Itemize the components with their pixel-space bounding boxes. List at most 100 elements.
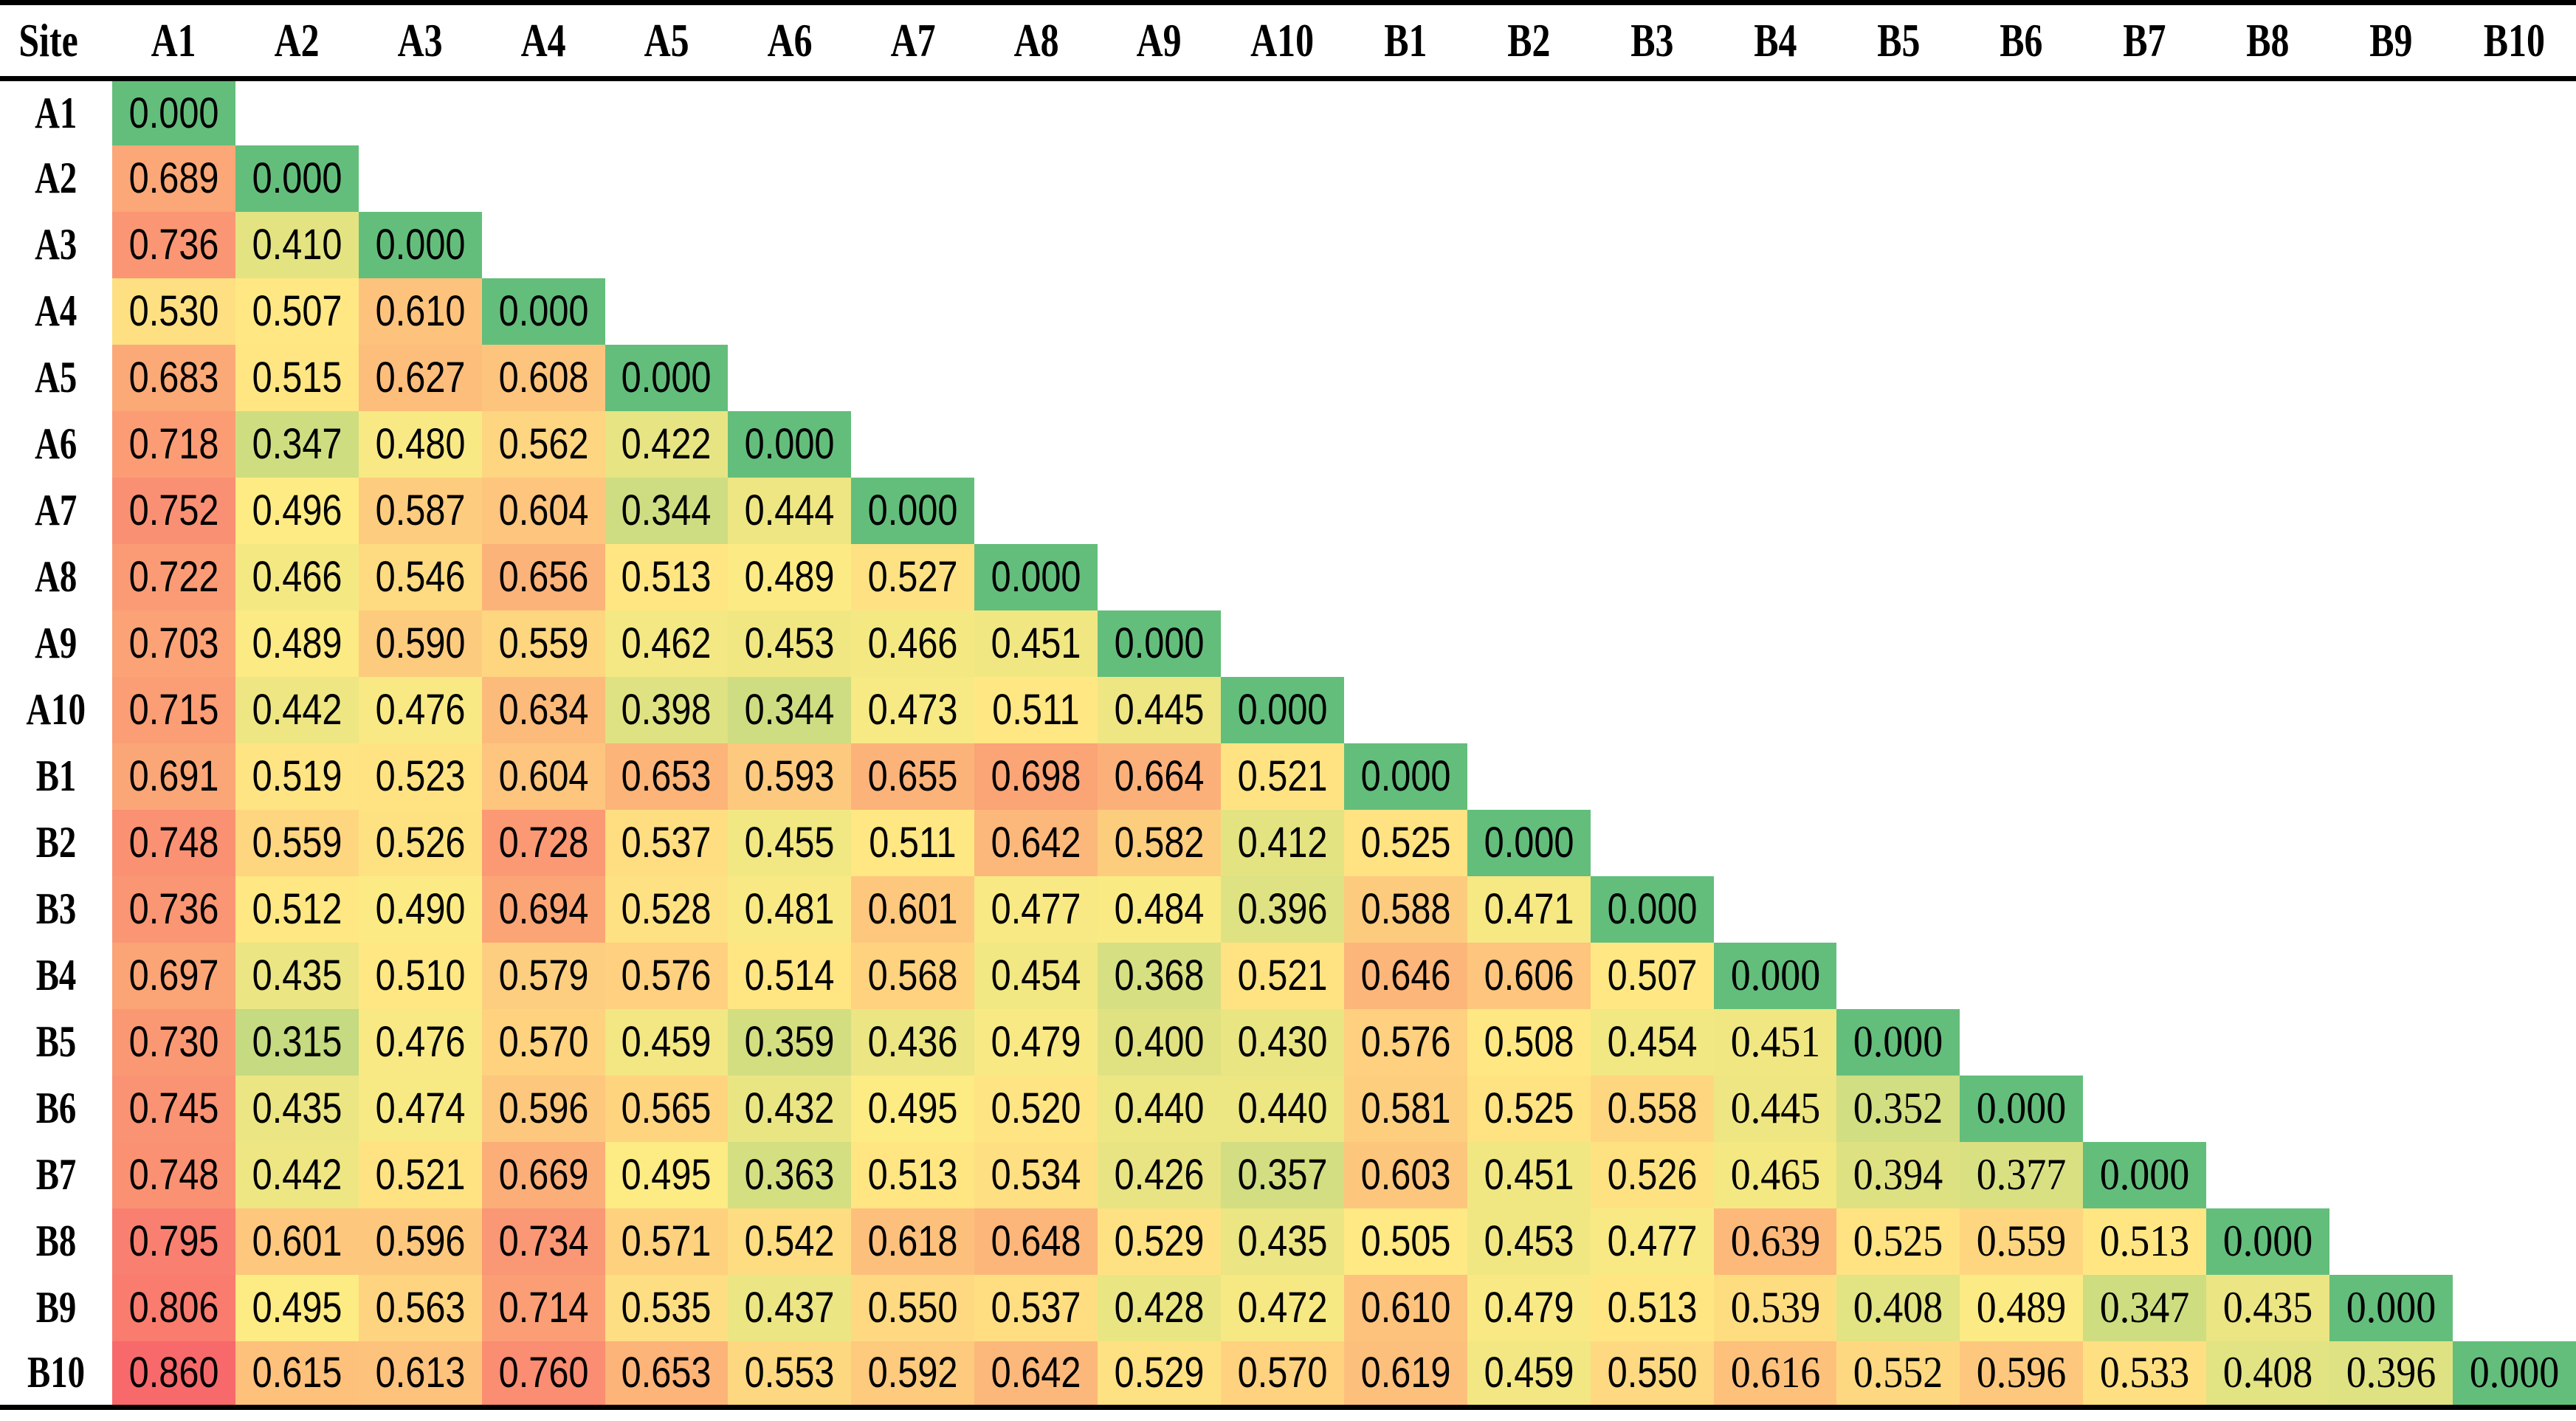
matrix-cell: 0.642 xyxy=(974,809,1098,876)
matrix-row-b9: B9 0.806 0.495 0.563 0.714 0.535 0.437 0.550 0.5… xyxy=(0,1274,2576,1341)
matrix-cell-empty xyxy=(2452,78,2576,145)
matrix-cell-empty xyxy=(1713,809,1837,876)
matrix-cell: 0.806 xyxy=(112,1274,235,1341)
matrix-cell-value: 0.511 xyxy=(992,686,1080,734)
matrix-cell-empty xyxy=(2206,477,2330,544)
matrix-cell-value: 0.357 xyxy=(1237,1151,1328,1199)
matrix-cell: 0.432 xyxy=(728,1075,852,1142)
matrix-cell-value: 0.691 xyxy=(128,752,219,800)
column-header-b10: B10 xyxy=(2452,2,2576,81)
matrix-cell-empty xyxy=(1713,344,1837,411)
matrix-cell-empty xyxy=(1590,211,1714,278)
matrix-cell: 0.581 xyxy=(1343,1075,1467,1142)
matrix-cell: 0.760 xyxy=(481,1341,605,1408)
matrix-cell: 0.529 xyxy=(1098,1208,1222,1275)
matrix-cell: 0.465 xyxy=(1713,1141,1837,1208)
matrix-cell-empty xyxy=(2452,211,2576,278)
matrix-cell-value: 0.528 xyxy=(621,885,712,933)
matrix-cell-value: 0.745 xyxy=(128,1084,219,1132)
matrix-cell-value: 0.714 xyxy=(498,1284,589,1332)
matrix-cell-value: 0.000 xyxy=(1360,752,1451,800)
matrix-cell: 0.655 xyxy=(851,743,975,810)
matrix-cell-empty xyxy=(1098,543,1222,610)
matrix-cell-empty xyxy=(1467,610,1591,677)
matrix-cell-value: 0.521 xyxy=(1237,952,1328,999)
matrix-cell-value: 0.523 xyxy=(375,752,466,800)
matrix-cell-empty xyxy=(2452,942,2576,1009)
matrix-cell-empty xyxy=(2083,1075,2207,1142)
column-header-label: B3 xyxy=(1630,14,1674,66)
matrix-cell-empty xyxy=(1221,610,1344,677)
column-header-label: A1 xyxy=(151,14,196,66)
matrix-cell: 0.489 xyxy=(1960,1274,2084,1341)
matrix-cell-value: 0.473 xyxy=(867,686,958,734)
matrix-row-a1: A1 0.000 xyxy=(0,78,2576,145)
matrix-cell-empty xyxy=(1713,145,1837,212)
matrix-cell-empty xyxy=(235,78,359,145)
matrix-cell-empty xyxy=(1960,875,2084,943)
matrix-cell-value: 0.471 xyxy=(1484,885,1574,933)
matrix-cell-empty xyxy=(1836,809,1960,876)
matrix-row-a4: A4 0.530 0.507 0.610 0.000 xyxy=(0,278,2576,345)
row-label-text: B3 xyxy=(35,884,77,933)
matrix-cell-empty xyxy=(1590,278,1714,345)
matrix-cell: 0.610 xyxy=(358,278,482,345)
matrix-cell-value: 0.000 xyxy=(128,89,219,137)
matrix-cell: 0.000 xyxy=(2206,1208,2330,1275)
matrix-cell: 0.714 xyxy=(481,1274,605,1341)
row-label-text: A1 xyxy=(35,88,78,137)
matrix-cell: 0.526 xyxy=(358,809,482,876)
matrix-cell-empty xyxy=(1221,78,1344,145)
matrix-cell-empty xyxy=(1590,809,1714,876)
column-header-a1: A1 xyxy=(112,2,235,81)
matrix-cell-value: 0.437 xyxy=(744,1284,835,1332)
matrix-cell: 0.745 xyxy=(112,1075,235,1142)
matrix-cell-value: 0.363 xyxy=(744,1151,835,1199)
corner-header-site: Site xyxy=(0,2,112,81)
matrix-cell-empty xyxy=(1836,410,1960,478)
column-header-label: B10 xyxy=(2483,14,2546,66)
column-header-a2: A2 xyxy=(235,2,359,81)
matrix-cell: 0.511 xyxy=(851,809,975,876)
matrix-cell-value: 0.613 xyxy=(375,1349,466,1397)
row-label-b2: B2 xyxy=(0,809,112,876)
matrix-cell-value: 0.465 xyxy=(1730,1150,1820,1199)
matrix-cell-empty xyxy=(2206,1008,2330,1076)
matrix-cell-empty xyxy=(1467,543,1591,610)
matrix-cell: 0.533 xyxy=(2083,1341,2207,1408)
matrix-cell: 0.347 xyxy=(2083,1274,2207,1341)
matrix-cell-value: 0.542 xyxy=(744,1217,835,1265)
matrix-cell-empty xyxy=(1713,610,1837,677)
matrix-cell: 0.596 xyxy=(481,1075,605,1142)
matrix-cell: 0.613 xyxy=(358,1341,482,1408)
column-header-b3: B3 xyxy=(1590,2,1714,81)
matrix-cell-empty xyxy=(1467,477,1591,544)
matrix-cell: 0.445 xyxy=(1098,676,1222,743)
matrix-cell-value: 0.377 xyxy=(1977,1150,2067,1199)
matrix-cell-value: 0.000 xyxy=(1114,619,1205,667)
row-label-text: B6 xyxy=(35,1084,77,1132)
matrix-cell-value: 0.479 xyxy=(1484,1284,1574,1332)
matrix-cell-value: 0.593 xyxy=(744,752,835,800)
row-label-b7: B7 xyxy=(0,1141,112,1208)
matrix-cell-empty xyxy=(851,344,975,411)
column-header-b5: B5 xyxy=(1836,2,1960,81)
matrix-cell-value: 0.618 xyxy=(867,1217,958,1265)
matrix-cell: 0.451 xyxy=(1713,1008,1837,1076)
matrix-cell: 0.525 xyxy=(1343,809,1467,876)
matrix-cell: 0.490 xyxy=(358,875,482,943)
matrix-cell-value: 0.806 xyxy=(128,1284,219,1332)
matrix-cell: 0.513 xyxy=(851,1141,975,1208)
matrix-cell: 0.718 xyxy=(112,410,235,478)
matrix-cell: 0.459 xyxy=(605,1008,729,1076)
matrix-cell-value: 0.697 xyxy=(128,952,219,999)
matrix-row-b7: B7 0.748 0.442 0.521 0.669 0.495 0.363 0.513 0.5… xyxy=(0,1141,2576,1208)
matrix-row-b2: B2 0.748 0.559 0.526 0.728 0.537 0.455 0.511 0.6… xyxy=(0,809,2576,876)
matrix-cell-value: 0.408 xyxy=(2222,1348,2313,1397)
matrix-cell-empty xyxy=(1960,278,2084,345)
row-label-b1: B1 xyxy=(0,743,112,810)
matrix-cell: 0.627 xyxy=(358,344,482,411)
matrix-cell: 0.615 xyxy=(235,1341,359,1408)
matrix-cell-value: 0.435 xyxy=(1237,1217,1328,1265)
matrix-cell-value: 0.400 xyxy=(1114,1018,1205,1066)
